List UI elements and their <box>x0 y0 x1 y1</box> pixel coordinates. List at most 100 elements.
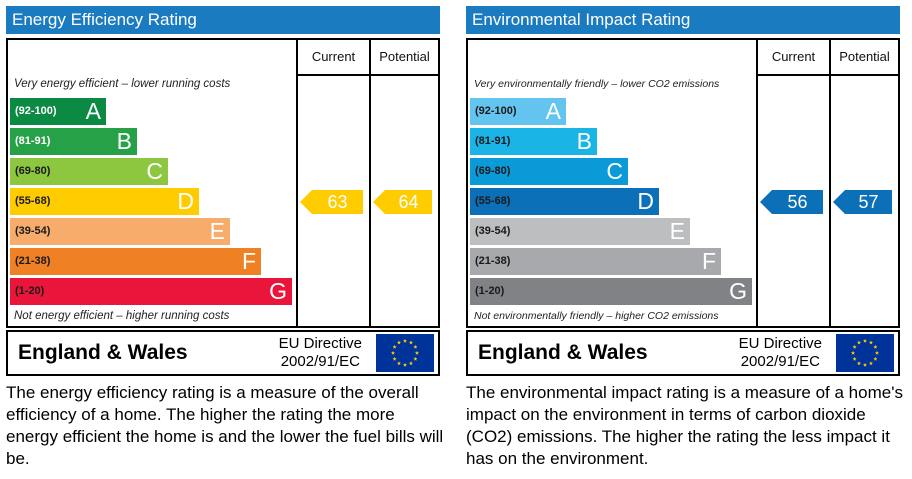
eu-star-icon <box>392 344 397 349</box>
eu-star-icon <box>874 350 880 355</box>
potential-column-header: Potential <box>839 49 890 64</box>
arrow-tip <box>833 190 845 214</box>
current-rating-value: 56 <box>772 190 823 214</box>
energy-chart-frame: Current Potential Very energy efficient … <box>6 38 440 328</box>
band-letter: C <box>606 158 623 184</box>
column-divider <box>296 40 298 326</box>
band-letter: F <box>701 248 716 274</box>
current-rating-value: 63 <box>312 190 363 214</box>
eu-star-icon <box>413 356 418 361</box>
band-g: (1-20) G <box>10 278 292 305</box>
region-label: England & Wales <box>18 341 188 364</box>
bottom-note: Not environmentally friendly – higher CO… <box>474 310 719 322</box>
band-f: (21-38) F <box>10 248 261 275</box>
band-g: (1-20) G <box>470 278 752 305</box>
eu-star-icon <box>408 361 414 366</box>
potential-rating-value: 57 <box>845 190 892 214</box>
top-note: Very energy efficient – lower running co… <box>14 78 231 90</box>
potential-rating-arrow: 64 <box>373 190 432 214</box>
eu-star-icon <box>850 350 856 355</box>
band-a: (92-100) A <box>10 98 106 125</box>
band-range-label: (21-38) <box>15 255 51 267</box>
header-line <box>296 74 438 76</box>
eu-star-icon <box>856 361 862 366</box>
header-line <box>756 74 898 76</box>
arrow-tip <box>760 190 772 214</box>
environment-title: Environmental Impact Rating <box>466 6 900 34</box>
directive-line2: 2002/91/EC <box>280 353 360 370</box>
potential-column-header: Potential <box>379 49 430 64</box>
energy-footer: England & Wales EU Directive 2002/91/EC <box>6 330 440 376</box>
eu-star-icon <box>414 350 420 355</box>
column-divider <box>756 40 758 326</box>
potential-rating-value: 64 <box>385 190 432 214</box>
band-letter: G <box>269 278 287 304</box>
band-range-label: (69-80) <box>475 165 511 177</box>
eu-star-icon <box>396 340 402 345</box>
band-a: (92-100) A <box>470 98 566 125</box>
band-range-label: (92-100) <box>15 105 57 117</box>
band-range-label: (81-91) <box>15 135 51 147</box>
band-d: (55-68) D <box>10 188 199 215</box>
eu-star-icon <box>856 340 862 345</box>
band-c: (69-80) C <box>470 158 628 185</box>
energy-title: Energy Efficiency Rating <box>6 6 440 34</box>
arrow-tip <box>373 190 385 214</box>
region-label: England & Wales <box>478 341 648 364</box>
band-letter: B <box>116 128 132 154</box>
eu-star-icon <box>408 340 414 345</box>
eu-star-icon <box>873 344 878 349</box>
bottom-note: Not energy efficient – higher running co… <box>14 310 230 322</box>
eu-star-icon <box>390 350 396 355</box>
top-note: Very environmentally friendly – lower CO… <box>474 78 720 90</box>
eu-star-icon <box>413 344 418 349</box>
eu-star-icon <box>862 362 868 367</box>
band-letter: D <box>177 188 194 214</box>
eu-star-icon <box>402 362 408 367</box>
environment-footer: England & Wales EU Directive 2002/91/EC <box>466 330 900 376</box>
band-letter: G <box>729 278 747 304</box>
directive-line1: EU Directive <box>738 335 822 352</box>
band-letter: E <box>209 218 225 244</box>
band-letter: C <box>146 158 163 184</box>
band-range-label: (55-68) <box>15 195 51 207</box>
band-c: (69-80) C <box>10 158 168 185</box>
band-f: (21-38) F <box>470 248 721 275</box>
eu-directive: EU Directive 2002/91/EC <box>739 335 822 371</box>
band-letter: E <box>669 218 685 244</box>
directive-line2: 2002/91/EC <box>740 353 820 370</box>
band-range-label: (39-54) <box>15 225 51 237</box>
directive-line1: EU Directive <box>278 335 362 352</box>
band-letter: A <box>545 98 561 124</box>
band-range-label: (69-80) <box>15 165 51 177</box>
band-letter: D <box>637 188 654 214</box>
environmental-impact-panel: Environmental Impact Rating Current Pote… <box>466 6 900 376</box>
current-column-header: Current <box>311 49 356 64</box>
eu-star-icon <box>396 361 402 366</box>
eu-star-icon <box>402 338 408 343</box>
band-range-label: (55-68) <box>475 195 511 207</box>
band-letter: B <box>576 128 592 154</box>
eu-star-icon <box>852 344 857 349</box>
band-e: (39-54) E <box>10 218 230 245</box>
band-e: (39-54) E <box>470 218 690 245</box>
band-letter: F <box>241 248 256 274</box>
band-b: (81-91) B <box>10 128 137 155</box>
column-divider <box>829 40 831 326</box>
current-rating-arrow: 63 <box>300 190 363 214</box>
eu-star-icon <box>852 356 857 361</box>
environment-caption: The environmental impact rating is a mea… <box>466 383 903 468</box>
band-range-label: (39-54) <box>475 225 511 237</box>
current-rating-arrow: 56 <box>760 190 823 214</box>
band-range-label: (92-100) <box>475 105 517 117</box>
band-d: (55-68) D <box>470 188 659 215</box>
band-range-label: (21-38) <box>475 255 511 267</box>
potential-rating-arrow: 57 <box>833 190 892 214</box>
eu-star-icon <box>868 361 874 366</box>
current-column-header: Current <box>771 49 816 64</box>
environment-chart-frame: Current Potential Very environmentally f… <box>466 38 900 328</box>
eu-flag-icon <box>376 334 434 372</box>
eu-star-icon <box>392 356 397 361</box>
energy-caption: The energy efficiency rating is a measur… <box>6 383 444 468</box>
eu-directive: EU Directive 2002/91/EC <box>279 335 362 371</box>
